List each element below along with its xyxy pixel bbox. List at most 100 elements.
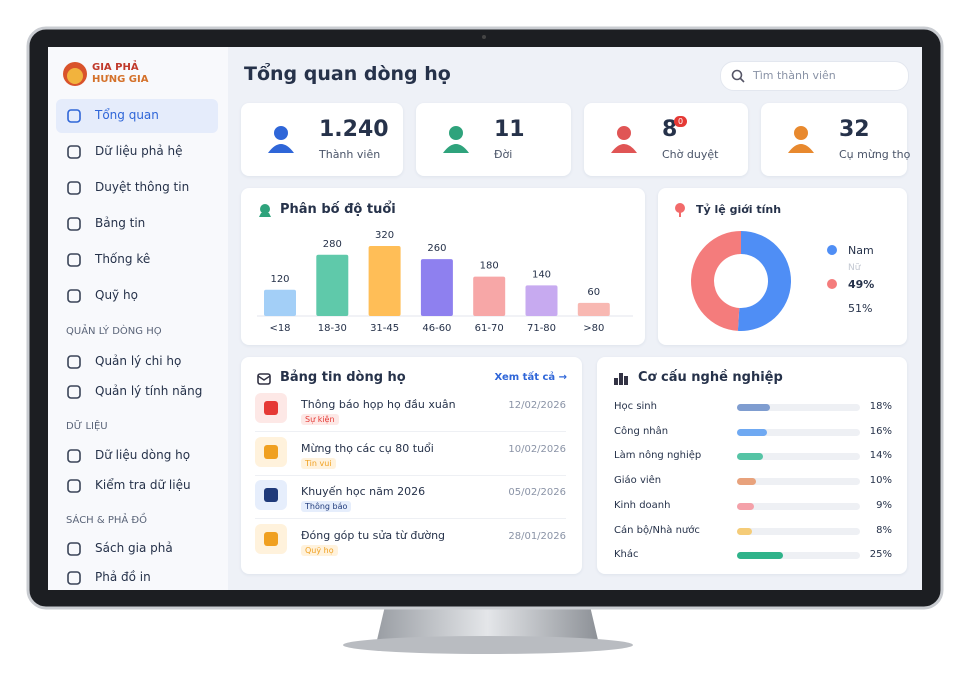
stat-value: 11 xyxy=(494,117,525,142)
news-tag: Thông báo xyxy=(301,501,352,512)
stat-value: 32 xyxy=(839,117,870,142)
bar-track xyxy=(737,527,860,535)
value-label: 260 xyxy=(427,243,446,254)
bar xyxy=(737,527,752,535)
card-title: Cơ cấu nghề nghiệp xyxy=(638,370,783,385)
bar xyxy=(737,404,771,411)
value-label: 25% xyxy=(869,549,892,561)
value-label: 320 xyxy=(375,230,394,241)
menu-item[interactable]: Phả đồ in xyxy=(95,570,151,584)
icon-shape xyxy=(268,144,294,153)
bar-track xyxy=(737,502,860,510)
gender-card: Tỷ lệ giới tính Nam Nữ 49% 51% xyxy=(658,188,907,345)
news-title[interactable]: Đóng góp tu sửa từ đường xyxy=(301,528,446,542)
value-label: 9% xyxy=(876,499,892,511)
menu-item[interactable]: Duyệt thông tin xyxy=(95,180,190,194)
icon-shape xyxy=(449,126,463,140)
screen: GIA PHẢ HƯNG GIA Tổng quan Dữ liệu phả hệ… xyxy=(48,47,922,590)
news-date: 12/02/2026 xyxy=(508,400,566,411)
news-icon xyxy=(255,480,287,510)
menu-item[interactable]: Sách gia phả xyxy=(95,541,173,555)
menu-item[interactable]: Quản lý chi họ xyxy=(95,354,182,368)
menu-icon xyxy=(67,355,81,369)
bar-track xyxy=(737,404,860,411)
icon-shape xyxy=(264,444,278,459)
icon-shape xyxy=(264,488,278,502)
category-label: Công nhân xyxy=(614,425,669,437)
stat-card: 8 0 Chờ duyệt xyxy=(584,103,748,176)
search-placeholder: Tìm thành viên xyxy=(753,69,836,82)
card-title: Bảng tin dòng họ xyxy=(280,370,406,385)
icon-shape xyxy=(274,126,288,140)
menu-item[interactable]: Kiểm tra dữ liệu xyxy=(95,478,191,492)
menu-icon xyxy=(67,385,81,399)
category-label: 61-70 xyxy=(475,323,504,334)
category-label: Kinh doanh xyxy=(614,499,671,511)
brand: HƯNG GIA xyxy=(92,74,149,85)
menu-icon xyxy=(67,181,81,195)
news-title[interactable]: Mừng thọ các cụ 80 tuổi xyxy=(301,441,434,455)
menu-icon xyxy=(67,571,81,585)
section-title: QUẢN LÝ DÒNG HỌ xyxy=(66,326,162,337)
gender-chart: Nam Nữ 49% 51% xyxy=(690,231,874,331)
menu-item[interactable]: Bảng tin xyxy=(95,216,146,230)
icon-shape xyxy=(67,542,81,556)
percent-label: 49% xyxy=(848,278,874,291)
search-box[interactable]: Tìm thành viên xyxy=(720,61,909,91)
value-label: 180 xyxy=(480,261,499,272)
icon-shape xyxy=(264,531,278,546)
stat-icon xyxy=(788,126,814,153)
age-card: Phân bố độ tuổi 120 <18 280 18-30 320 31-45 26… xyxy=(241,188,645,345)
icon-shape xyxy=(67,479,81,493)
menu-icon xyxy=(67,289,81,303)
page-title: Tổng quan dòng họ xyxy=(244,63,451,85)
stat-card: 32 Cụ mừng thọ xyxy=(761,103,911,176)
menu-item[interactable]: Dữ liệu dòng họ xyxy=(95,448,191,462)
menu-item[interactable]: Quản lý tính năng xyxy=(95,384,203,398)
stat-card: 11 Đời xyxy=(416,103,571,176)
news-title[interactable]: Thông báo họp họ đầu xuân xyxy=(301,398,456,411)
icon xyxy=(675,203,685,217)
stat-label: Thành viên xyxy=(319,148,381,161)
search-icon xyxy=(731,69,745,83)
icon-shape xyxy=(67,571,81,585)
news-title[interactable]: Khuyến học năm 2026 xyxy=(301,485,426,498)
bar xyxy=(525,285,558,316)
menu-item[interactable]: Tổng quan xyxy=(95,108,159,122)
bar xyxy=(737,478,756,486)
value-label: 14% xyxy=(869,450,892,462)
menu-item[interactable]: Dữ liệu phả hệ xyxy=(95,144,183,158)
icon xyxy=(259,204,271,217)
donut-segment xyxy=(690,231,741,331)
value-label: 18% xyxy=(869,401,892,412)
category-label: <18 xyxy=(269,323,290,334)
icon xyxy=(257,373,271,385)
menu-icon xyxy=(67,145,81,159)
stat-icon xyxy=(443,126,469,153)
stat-icon xyxy=(268,126,294,153)
menu-item[interactable]: Thống kê xyxy=(95,252,151,266)
icon-shape xyxy=(264,401,278,415)
category-label: 46-60 xyxy=(422,323,451,334)
menu-icon xyxy=(67,449,81,463)
value-label: 16% xyxy=(869,425,892,437)
stat-label: Cụ mừng thọ xyxy=(839,148,911,161)
brand: GIA PHẢ xyxy=(92,62,139,73)
bar xyxy=(737,428,767,436)
bar xyxy=(737,453,763,461)
see-all-link[interactable]: Xem tất cả → xyxy=(494,372,567,383)
news-date: 28/01/2026 xyxy=(508,530,566,542)
news-icon xyxy=(255,393,287,423)
icon-shape xyxy=(67,253,81,267)
legend-dot xyxy=(827,245,837,255)
category-label: Khác xyxy=(614,549,639,561)
menu-icon xyxy=(67,479,81,493)
bar-track xyxy=(737,478,860,486)
occupation-card: Cơ cấu nghề nghiệp Học sinh 18% Công nhân 1… xyxy=(597,357,907,574)
icon-shape xyxy=(611,144,637,153)
sidebar: GIA PHẢ HƯNG GIA Tổng quan Dữ liệu phả hệ… xyxy=(48,47,228,590)
value-label: 120 xyxy=(270,274,289,285)
menu-item[interactable]: Quỹ họ xyxy=(95,288,138,302)
stat-value: 1.240 xyxy=(319,117,389,142)
